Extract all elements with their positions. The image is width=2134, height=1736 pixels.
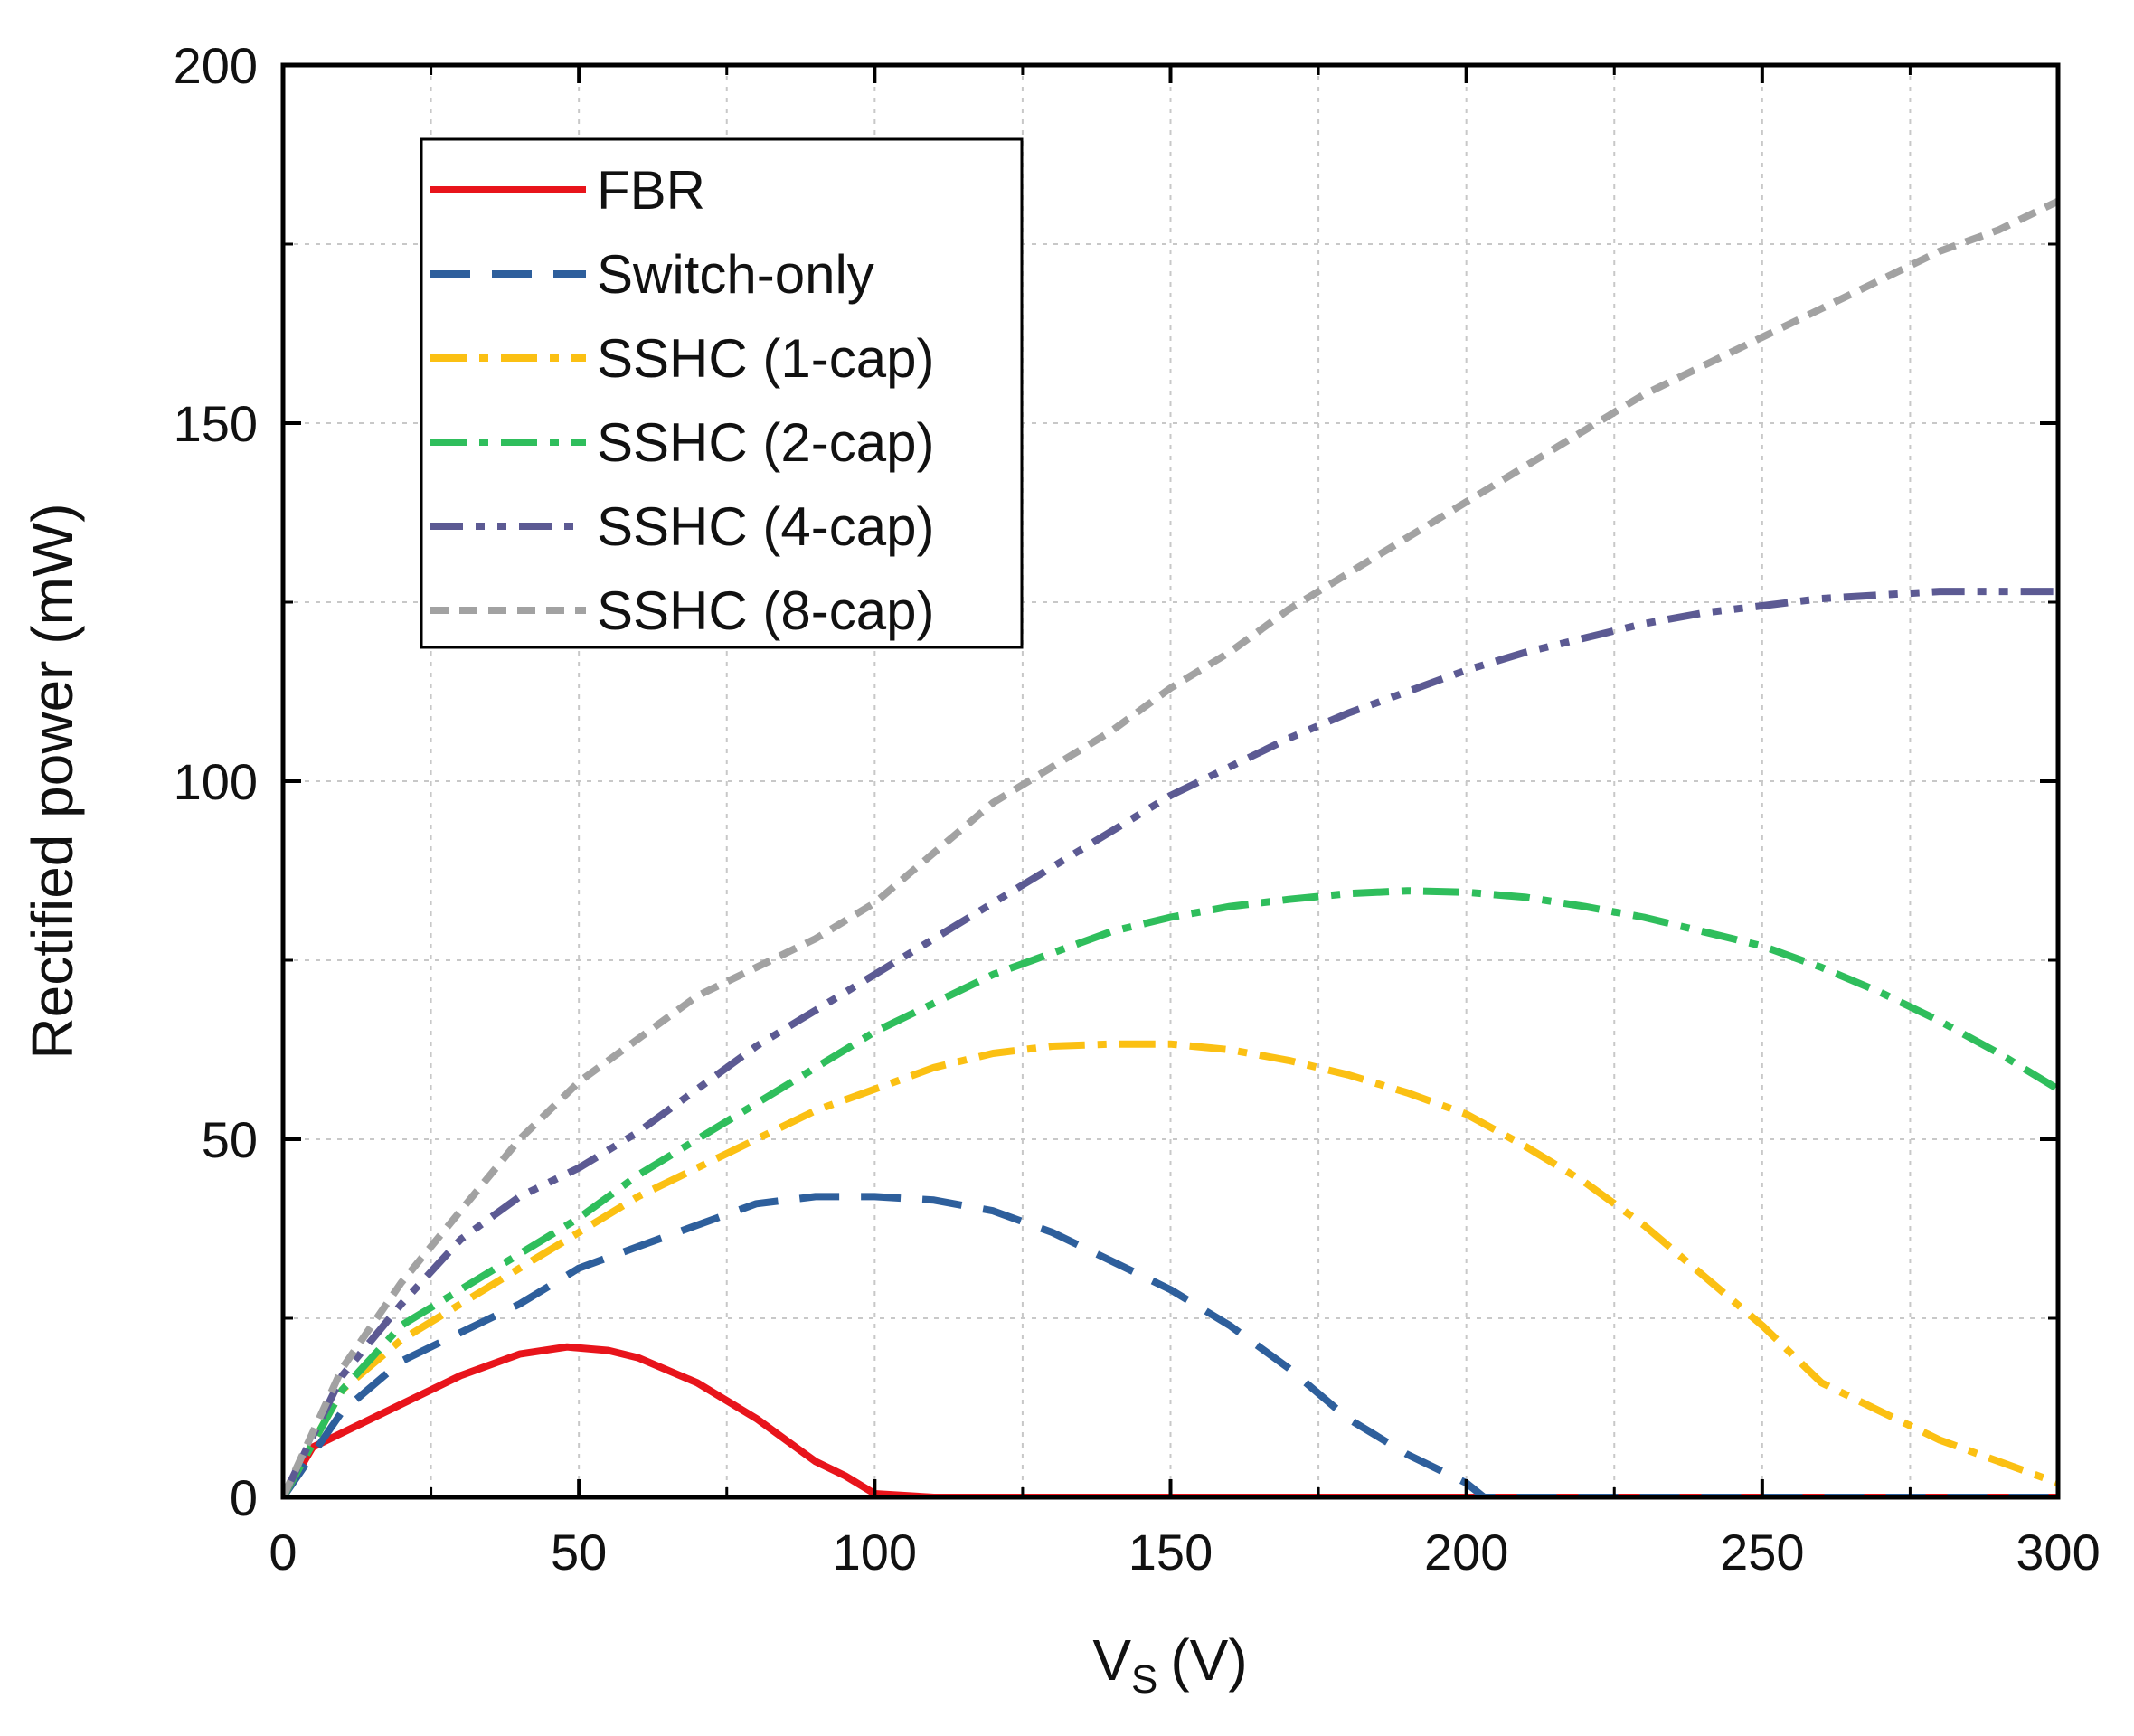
x-axis-title-main: V	[1092, 1628, 1131, 1693]
x-tick-label: 100	[833, 1524, 917, 1580]
y-tick-label: 100	[174, 753, 258, 810]
x-tick-label: 50	[551, 1524, 607, 1580]
x-axis-title: VS (V)	[1092, 1628, 1247, 1702]
y-tick-label: 50	[202, 1111, 258, 1168]
y-tick-label: 0	[230, 1469, 258, 1526]
legend-label: SSHC (4-cap)	[597, 496, 934, 557]
series-line-sshc-4-cap	[283, 588, 2058, 1497]
y-tick-label: 200	[174, 37, 258, 94]
x-tick-label: 200	[1424, 1524, 1508, 1580]
legend: FBR Switch-only SSHC (1-cap) SSHC (2-cap) SS…	[420, 137, 1024, 649]
series-line-sshc-2-cap	[283, 887, 2058, 1497]
x-tick-label: 150	[1128, 1524, 1213, 1580]
legend-label: Switch-only	[597, 244, 874, 305]
x-tick-label: 0	[269, 1524, 297, 1580]
x-axis-title-unit: (V)	[1170, 1628, 1247, 1693]
legend-label: SSHC (1-cap)	[597, 328, 934, 389]
x-tick-label: 250	[1720, 1524, 1804, 1580]
series-line-fbr	[283, 1343, 2058, 1497]
series-line-switch-only	[283, 1193, 2058, 1497]
axis-ticks: 0 50 100 150 200 250 300 0 50 100 150 200	[174, 37, 2101, 1580]
legend-label: FBR	[597, 160, 705, 221]
y-axis-title: Rectified power (mW)	[20, 503, 85, 1059]
x-tick-label: 300	[2016, 1524, 2100, 1580]
series-line-sshc-8-cap	[283, 197, 2058, 1497]
series-group	[283, 197, 2058, 1497]
legend-label: SSHC (8-cap)	[597, 580, 934, 641]
x-axis-title-subscript: S	[1131, 1657, 1157, 1702]
legend-box	[420, 137, 1024, 649]
y-tick-label: 150	[174, 395, 258, 452]
legend-label: SSHC (2-cap)	[597, 412, 934, 473]
series-line-sshc-1-cap	[283, 1040, 2058, 1497]
